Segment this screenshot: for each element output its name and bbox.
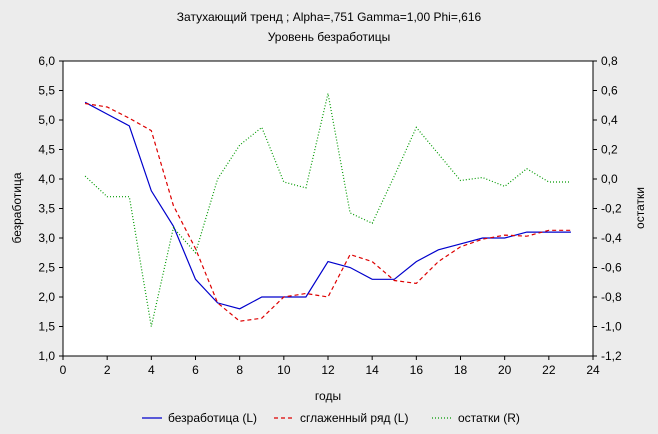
chart-title: Затухающий тренд ; Alpha=,751 Gamma=1,00…: [176, 10, 482, 24]
y-right-tick-label: 0,6: [601, 84, 618, 98]
y-right-tick-label: -0,8: [601, 290, 622, 304]
y-right-tick-label: 0,0: [601, 172, 618, 186]
y-left-tick-label: 2,5: [38, 261, 55, 275]
y-left-tick-label: 6,0: [38, 54, 55, 68]
y-right-axis-label: остатки: [633, 187, 647, 229]
y-left-tick-label: 3,5: [38, 202, 55, 216]
x-tick-label: 14: [365, 363, 379, 377]
x-tick-label: 6: [192, 363, 199, 377]
y-right-tick-label: -1,0: [601, 320, 622, 334]
plot-area: [62, 60, 594, 357]
y-left-tick-label: 1,0: [38, 349, 55, 363]
x-tick-label: 12: [321, 363, 335, 377]
x-tick-label: 16: [410, 363, 424, 377]
series-lines: [84, 93, 571, 327]
axis-ticks: 0 2 4 6 8 10 12 14 16 18 20 22 241,01,52,02,53,03,54…: [38, 54, 622, 377]
y-right-tick-label: -0,6: [601, 261, 622, 275]
y-left-tick-label: 1,5: [38, 320, 55, 334]
chart-subtitle: Уровень безработицы: [267, 30, 391, 44]
x-tick-label: 2: [104, 363, 111, 377]
y-left-tick-label: 5,0: [38, 113, 55, 127]
legend-label-smoothed: сглаженный ряд (L): [300, 411, 408, 425]
y-right-tick-label: -0,4: [601, 231, 622, 245]
x-tick-label: 20: [498, 363, 512, 377]
x-tick-label: 4: [148, 363, 155, 377]
x-tick-label: 24: [586, 363, 600, 377]
legend-label-unemployment: безработица (L): [168, 411, 257, 425]
x-tick-label: 18: [454, 363, 468, 377]
y-left-axis-label: безработица: [10, 172, 24, 243]
x-tick-label: 22: [542, 363, 556, 377]
y-right-tick-label: 0,8: [601, 54, 618, 68]
legend: безработица (L) сглаженный ряд (L) остат…: [142, 411, 520, 425]
y-left-tick-label: 4,5: [38, 143, 55, 157]
y-left-tick-label: 5,5: [38, 84, 55, 98]
x-axis-label: годы: [315, 389, 341, 403]
series-line-residuals: [84, 93, 571, 327]
legend-label-residuals: остатки (R): [458, 411, 520, 425]
y-right-tick-label: -0,2: [601, 202, 622, 216]
y-left-tick-label: 2,0: [38, 290, 55, 304]
x-tick-label: 0: [60, 363, 67, 377]
x-tick-label: 8: [236, 363, 243, 377]
series-line-unemployment: [84, 101, 571, 310]
y-right-tick-label: 0,2: [601, 143, 618, 157]
x-tick-label: 10: [277, 363, 291, 377]
y-left-tick-label: 3,0: [38, 231, 55, 245]
y-left-tick-label: 4,0: [38, 172, 55, 186]
y-right-tick-label: 0,4: [601, 113, 618, 127]
y-right-tick-label: -1,2: [601, 349, 622, 363]
